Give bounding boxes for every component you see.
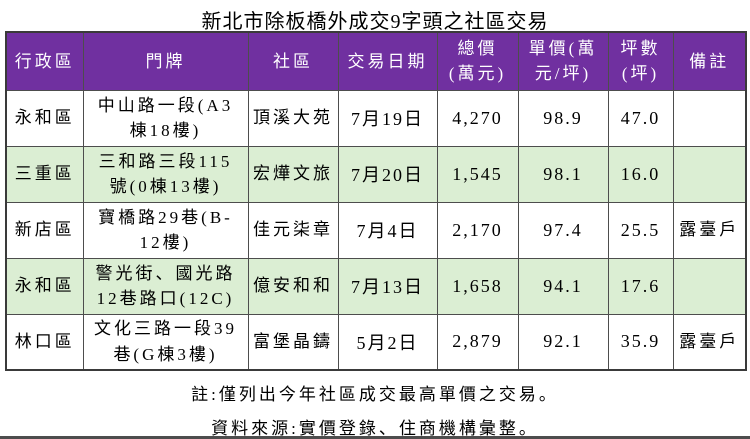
column-header-unit-price: 單價(萬 元/坪) bbox=[517, 31, 609, 91]
cell-note: 露臺戶 bbox=[672, 201, 747, 259]
footnote-scope: 註:僅列出今年社區成交最高單價之交易。 bbox=[191, 385, 559, 404]
cell-total-price: 2,170 bbox=[436, 201, 519, 259]
cell-community: 宏燁文旅 bbox=[247, 145, 339, 203]
cell-area: 16.0 bbox=[607, 145, 674, 203]
cell-area: 25.5 bbox=[607, 201, 674, 259]
bottom-edge-bar bbox=[0, 436, 750, 439]
column-header-total-price: 總價 (萬元) bbox=[436, 31, 519, 91]
cell-unit-price: 98.1 bbox=[517, 145, 609, 203]
header-row: 行政區 門牌 社區 交易日期 總價 (萬元) 單價(萬 元/坪) 坪數 (坪) … bbox=[5, 31, 747, 91]
transactions-table: 行政區 門牌 社區 交易日期 總價 (萬元) 單價(萬 元/坪) 坪數 (坪) … bbox=[5, 31, 747, 371]
table-row: 永和區 中山路一段(A3 棟18樓) 頂溪大苑 7月19日 4,270 98.9… bbox=[5, 89, 747, 147]
cell-area: 35.9 bbox=[607, 313, 674, 371]
cell-community: 億安和和 bbox=[247, 257, 339, 315]
cell-district: 三重區 bbox=[5, 145, 84, 203]
cell-note bbox=[672, 145, 747, 203]
column-header-address: 門牌 bbox=[82, 31, 249, 91]
cell-area: 47.0 bbox=[607, 89, 674, 147]
table-row: 新店區 寶橋路29巷(B- 12樓) 佳元柒章 7月4日 2,170 97.4 … bbox=[5, 201, 747, 259]
table-row: 林口區 文化三路一段39 巷(G棟3樓) 富堡晶鑄 5月2日 2,879 92.… bbox=[5, 313, 747, 371]
cell-date: 7月20日 bbox=[337, 145, 438, 203]
table-row: 三重區 三和路三段115 號(0棟13樓) 宏燁文旅 7月20日 1,545 9… bbox=[5, 145, 747, 203]
column-header-date: 交易日期 bbox=[337, 31, 438, 91]
table-header: 行政區 門牌 社區 交易日期 總價 (萬元) 單價(萬 元/坪) 坪數 (坪) … bbox=[5, 31, 747, 91]
cell-unit-price: 98.9 bbox=[517, 89, 609, 147]
cell-note bbox=[672, 257, 747, 315]
cell-address: 三和路三段115 號(0棟13樓) bbox=[82, 145, 249, 203]
cell-area: 17.6 bbox=[607, 257, 674, 315]
cell-date: 5月2日 bbox=[337, 313, 438, 371]
column-header-note: 備註 bbox=[672, 31, 747, 91]
cell-district: 新店區 bbox=[5, 201, 84, 259]
cell-total-price: 4,270 bbox=[436, 89, 519, 147]
cell-date: 7月4日 bbox=[337, 201, 438, 259]
cell-unit-price: 94.1 bbox=[517, 257, 609, 315]
page-title: 新北市除板橋外成交9字頭之社區交易 bbox=[201, 11, 549, 33]
footnote-source: 資料來源:實價登錄、住商機構彙整。 bbox=[211, 419, 539, 438]
cell-note: 露臺戶 bbox=[672, 313, 747, 371]
cell-district: 林口區 bbox=[5, 313, 84, 371]
cell-address: 中山路一段(A3 棟18樓) bbox=[82, 89, 249, 147]
cell-note bbox=[672, 89, 747, 147]
cell-total-price: 2,879 bbox=[436, 313, 519, 371]
cell-total-price: 1,658 bbox=[436, 257, 519, 315]
cell-community: 富堡晶鑄 bbox=[247, 313, 339, 371]
cell-unit-price: 97.4 bbox=[517, 201, 609, 259]
cell-district: 永和區 bbox=[5, 89, 84, 147]
cell-total-price: 1,545 bbox=[436, 145, 519, 203]
cell-date: 7月13日 bbox=[337, 257, 438, 315]
cell-address: 警光街、國光路 12巷路口(12C) bbox=[82, 257, 249, 315]
column-header-district: 行政區 bbox=[5, 31, 84, 91]
cell-address: 寶橋路29巷(B- 12樓) bbox=[82, 201, 249, 259]
column-header-community: 社區 bbox=[247, 31, 339, 91]
column-header-area: 坪數 (坪) bbox=[607, 31, 674, 91]
cell-date: 7月19日 bbox=[337, 89, 438, 147]
cell-address: 文化三路一段39 巷(G棟3樓) bbox=[82, 313, 249, 371]
table-row: 永和區 警光街、國光路 12巷路口(12C) 億安和和 7月13日 1,658 … bbox=[5, 257, 747, 315]
table-body: 永和區 中山路一段(A3 棟18樓) 頂溪大苑 7月19日 4,270 98.9… bbox=[5, 89, 747, 371]
cell-community: 頂溪大苑 bbox=[247, 89, 339, 147]
cell-community: 佳元柒章 bbox=[247, 201, 339, 259]
cell-district: 永和區 bbox=[5, 257, 84, 315]
cell-unit-price: 92.1 bbox=[517, 313, 609, 371]
